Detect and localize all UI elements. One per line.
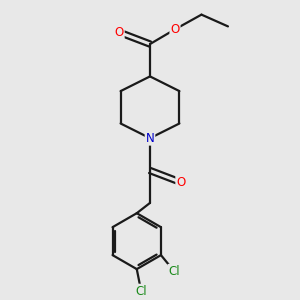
Text: Cl: Cl <box>135 285 147 298</box>
Text: Cl: Cl <box>168 265 180 278</box>
Text: N: N <box>146 132 154 145</box>
Text: O: O <box>170 23 180 36</box>
Text: O: O <box>176 176 185 189</box>
Text: O: O <box>115 26 124 39</box>
